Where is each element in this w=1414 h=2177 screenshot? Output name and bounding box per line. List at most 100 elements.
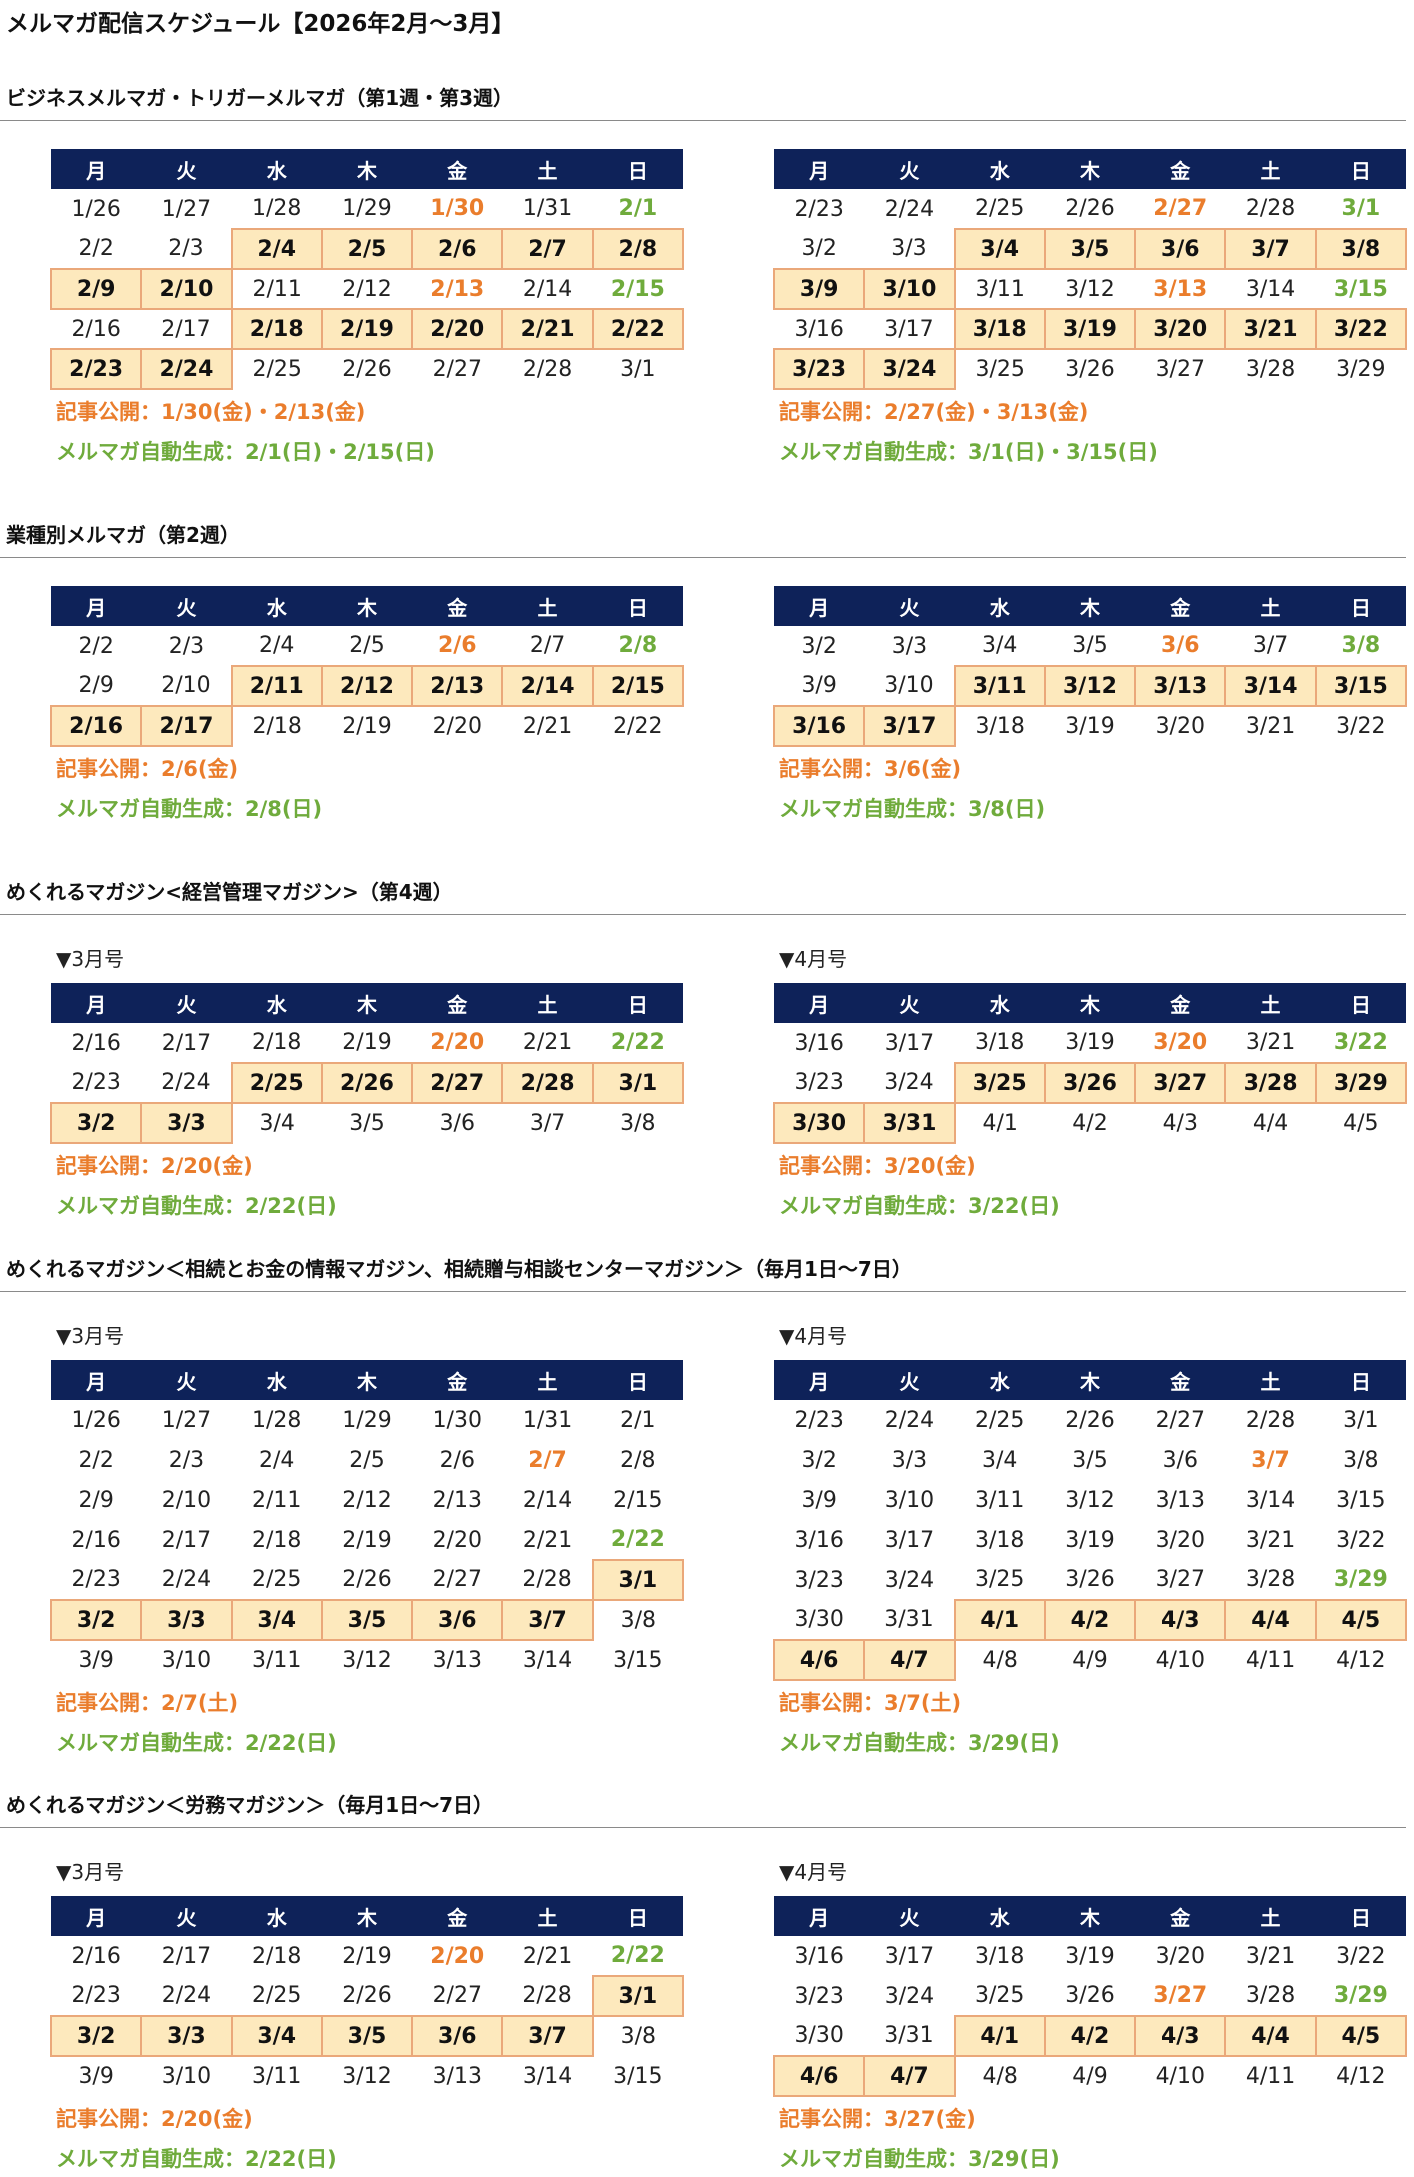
delivery-day-cell: 4/4	[1224, 2015, 1317, 2057]
delivery-day-cell: 3/18	[953, 308, 1046, 350]
calendar-day-cell: 2/17	[161, 1943, 212, 1969]
weekday-header: 月	[774, 149, 865, 189]
calendar-day-cell: 4/10	[1155, 1648, 1205, 1673]
calendar-day-cell: 3/22	[1336, 714, 1386, 739]
calendar-day-cell: 1/30	[432, 1407, 482, 1433]
weekday-header: 月	[51, 586, 142, 626]
weekday-header: 金	[1135, 983, 1226, 1023]
calendar-day-cell: 3/18	[975, 714, 1025, 739]
calendar-day-cell: 2/27	[432, 1983, 482, 2008]
delivery-day-cell: 2/8	[591, 228, 685, 270]
calendar-day-cell: 2/11	[252, 1487, 302, 1513]
calendar-day-cell: 2/25	[252, 1983, 302, 2008]
delivery-day-cell: 2/18	[230, 308, 323, 350]
calendar-day-cell: 2/4	[259, 633, 295, 658]
calendar-week-row: 2/9 2/10 2/11 2/12 2/13 2/14 2/15	[51, 1480, 683, 1520]
generate-day-cell: 2/8	[618, 633, 658, 658]
weekday-header-row: 月火水木金土日	[774, 586, 1406, 626]
calendar-day-cell: 3/22	[1336, 1943, 1386, 1969]
publish-note: 記事公開：3/27(金)	[779, 2107, 976, 2131]
calendar-week-row: 3/16 3/17 3/18 3/19 3/20 3/21 3/22	[774, 308, 1408, 350]
weekday-header: 土	[502, 1896, 593, 1936]
calendar-day-cell: 3/18	[975, 1943, 1025, 1969]
delivery-day-cell: 3/3	[140, 1599, 233, 1641]
weekday-header: 木	[1044, 1896, 1136, 1936]
calendar-week-row: 3/9 3/10 3/11 3/12 3/13 3/14 3/15	[51, 2056, 683, 2096]
calendar-day-cell: 2/5	[349, 1447, 385, 1473]
publish-day-cell: 3/20	[1153, 1030, 1208, 1055]
delivery-day-cell: 2/28	[501, 1062, 594, 1104]
calendar-day-cell: 3/21	[1245, 1943, 1296, 1969]
publish-day-cell: 1/30	[430, 196, 485, 221]
calendar-day-cell: 3/12	[342, 2064, 392, 2089]
weekday-header: 水	[954, 149, 1045, 189]
calendar-day-cell: 3/8	[620, 2024, 657, 2049]
calendar-day-cell: 2/23	[794, 196, 844, 222]
delivery-day-cell: 3/23	[772, 348, 866, 390]
calendar-day-cell: 2/17	[161, 1030, 212, 1056]
calendar-day-cell: 2/27	[432, 1567, 482, 1592]
generate-day-cell: 3/29	[1333, 1983, 1388, 2008]
delivery-day-cell: 3/21	[1224, 308, 1317, 350]
delivery-day-cell: 3/28	[1224, 1062, 1317, 1104]
calendar-week-row: 3/2 3/3 3/4 3/5 3/6 3/7 3/8	[774, 228, 1408, 270]
calendar-week-row: 3/30 3/31 4/1 4/2 4/3 4/4 4/5	[774, 1599, 1408, 1641]
delivery-day-cell: 3/15	[1314, 665, 1408, 707]
weekday-header: 月	[774, 1896, 865, 1936]
weekday-header: 土	[1225, 1360, 1316, 1400]
calendar-day-cell: 3/27	[1155, 357, 1205, 382]
delivery-day-cell: 2/23	[49, 348, 143, 390]
calendar-day-cell: 3/19	[1065, 1527, 1115, 1553]
delivery-day-cell: 3/13	[1134, 665, 1227, 707]
delivery-day-cell: 4/7	[863, 2055, 956, 2097]
calendar-day-cell: 2/17	[161, 316, 211, 342]
delivery-day-cell: 3/10	[863, 268, 956, 310]
calendar-issue-label: ▼3月号	[56, 1324, 125, 1348]
generate-note: メルマガ自動生成：3/22(日)	[779, 1194, 1060, 1218]
publish-note: 記事公開：1/30(金)・2/13(金)	[56, 400, 366, 424]
section-divider	[0, 914, 1406, 915]
calendar-day-cell: 2/17	[161, 1527, 212, 1553]
weekday-header: 日	[592, 149, 683, 189]
calendar-day-cell: 2/16	[71, 1527, 121, 1553]
calendar-day-cell: 3/16	[794, 1943, 844, 1969]
calendar-day-cell: 2/3	[168, 633, 205, 659]
delivery-day-cell: 2/24	[140, 348, 233, 390]
calendar-day-cell: 2/22	[613, 714, 663, 739]
calendar-day-cell: 3/6	[1162, 1447, 1198, 1473]
calendar-day-cell: 2/24	[884, 1407, 935, 1433]
calendar-day-cell: 2/24	[884, 196, 935, 222]
weekday-header: 金	[412, 983, 503, 1023]
calendar-day-cell: 2/20	[432, 1527, 482, 1553]
weekday-header: 火	[141, 983, 232, 1023]
calendar-week-row: 2/9 2/10 2/11 2/12 2/13 2/14 2/15	[51, 665, 685, 707]
calendar-day-cell: 2/25	[975, 196, 1025, 221]
calendar-table: 月火水木金土日 2/23 2/24 2/25 2/26 2/27 2/28 3/1 3/2 3/3…	[772, 149, 1408, 390]
calendar-day-cell: 3/10	[884, 1487, 935, 1513]
calendar-day-cell: 3/7	[1252, 633, 1289, 658]
delivery-day-cell: 3/5	[320, 1599, 414, 1641]
publish-note: 記事公開：2/20(金)	[56, 2107, 253, 2131]
calendar-day-cell: 3/23	[794, 1983, 844, 2009]
calendar-day-cell: 3/21	[1245, 1030, 1296, 1055]
calendar-day-cell: 2/19	[342, 1527, 392, 1553]
section-title: 業種別メルマガ（第2週）	[6, 523, 240, 547]
calendar-day-cell: 1/28	[252, 1407, 302, 1433]
calendar-day-cell: 3/12	[1065, 276, 1115, 302]
calendar-week-row: 3/2 3/3 3/4 3/5 3/6 3/7 3/8	[774, 1440, 1406, 1480]
generate-day-cell: 3/29	[1333, 1567, 1388, 1592]
calendar-day-cell: 3/20	[1155, 1527, 1205, 1553]
section-title: めくれるマガジン＜労務マガジン＞（毎月1日～7日）	[6, 1793, 494, 1817]
weekday-header: 金	[1135, 1360, 1226, 1400]
weekday-header: 水	[231, 983, 322, 1023]
calendar-day-cell: 1/31	[522, 1407, 573, 1433]
calendar-day-cell: 3/26	[1065, 1983, 1115, 2008]
calendar-week-row: 3/16 3/17 3/18 3/19 3/20 3/21 3/22	[774, 1023, 1406, 1063]
weekday-header: 水	[954, 586, 1045, 626]
weekday-header: 月	[51, 1360, 142, 1400]
calendar-day-cell: 2/23	[71, 1567, 121, 1592]
calendar-day-cell: 3/23	[794, 1567, 844, 1593]
weekday-header: 月	[774, 586, 865, 626]
calendar-day-cell: 2/12	[342, 276, 392, 302]
calendar-day-cell: 2/26	[342, 1983, 392, 2008]
